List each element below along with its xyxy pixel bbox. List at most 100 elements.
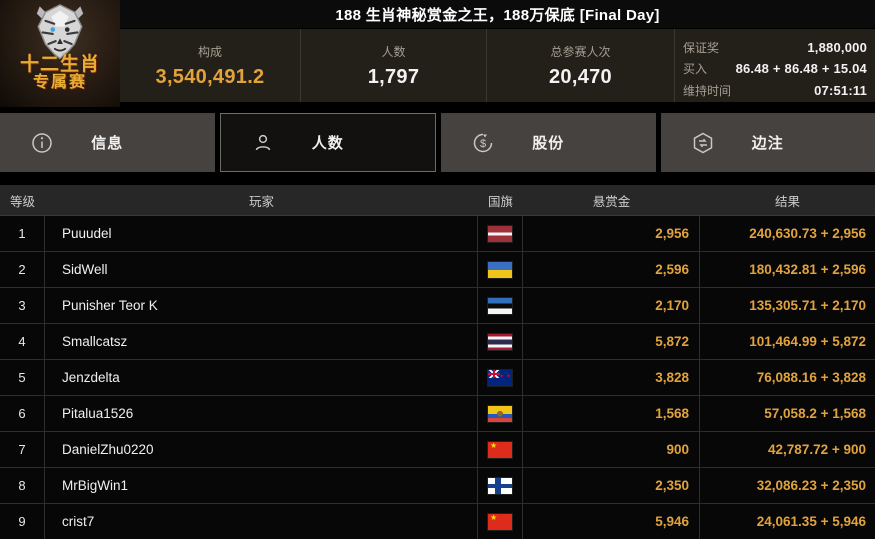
country-flag-icon [488,297,512,314]
players-icon [251,131,275,155]
tab-info[interactable]: 信息 [0,113,215,172]
stat-label: 人数 [381,44,406,59]
rank-cell: 6 [0,396,45,431]
result-value: 101,464.99 + 5,872 [749,334,866,349]
table-row[interactable]: 7 DanielZhu0220 900 42,787.72 + 900 [0,432,875,468]
shares-icon: $ [471,131,495,155]
guarantee-label: 保证奖 [683,40,720,55]
guarantee-row: 保证奖 1,880,000 [683,38,867,58]
flag-cell [478,324,523,359]
flag-cell [478,504,523,539]
result-value: 180,432.81 + 2,596 [749,262,866,277]
flag-cell [478,216,523,251]
tournament-title: 188 生肖神秘赏金之王，188万保底 [Final Day] [335,6,660,24]
header-player: 玩家 [248,194,274,209]
rank-cell: 1 [0,216,45,251]
player-name: Pitalua1526 [45,396,478,431]
guarantee-value: 1,880,000 [807,39,867,55]
flag-cell [478,432,523,467]
title-band: 188 生肖神秘赏金之王，188万保底 [Final Day] [120,0,875,28]
bounty-value: 2,596 [523,252,700,287]
buyin-row: 买入 86.48 + 86.48 + 15.04 [683,59,867,79]
stat-value: 20,470 [549,65,612,88]
table-row[interactable]: 1 Puuudel 2,956 240,630.73 + 2,956 [0,216,875,252]
player-name: crist7 [45,504,478,539]
player-name: Punisher Teor K [45,288,478,323]
stat-value: 1,797 [367,65,420,88]
tab-label: 信息 [91,135,124,152]
tab-shares[interactable]: $ 股份 [441,113,656,172]
table-header: 等级 玩家 国旗 悬赏金 结果 [0,185,875,216]
flag-cell [478,360,523,395]
table-body: 1 Puuudel 2,956 240,630.73 + 2,956 2 Sid… [0,216,875,539]
header-bounty: 悬赏金 [592,194,631,209]
logo-text-line1: 十二生肖 [19,54,100,75]
player-name: Jenzdelta [45,360,478,395]
country-flag-icon [488,513,512,530]
bounty-value: 1,568 [523,396,700,431]
stat-label: 构成 [197,44,222,59]
logo-text-line2: 专属赛 [32,74,87,91]
country-flag-icon [488,477,512,494]
table-row[interactable]: 4 Smallcatsz 5,872 101,464.99 + 5,872 [0,324,875,360]
header-result: 结果 [774,194,800,209]
leaderboard-table: 等级 玩家 国旗 悬赏金 结果 1 Puuudel 2,956 240,630.… [0,185,875,539]
table-row[interactable]: 5 Jenzdelta 3,828 76,088.16 + 3,828 [0,360,875,396]
rank-cell: 8 [0,468,45,503]
country-flag-icon [488,369,512,386]
flag-cell [478,288,523,323]
result-value: 240,630.73 + 2,956 [749,226,866,241]
stat-label: 总参赛人次 [550,44,611,59]
side-stats-panel: 保证奖 1,880,000 买入 86.48 + 86.48 + 15.04 维… [675,29,875,102]
buyin-label: 买入 [683,62,708,76]
bounty-value: 2,956 [523,216,700,251]
table-row[interactable]: 3 Punisher Teor K 2,170 135,305.71 + 2,1… [0,288,875,324]
rank-cell: 9 [0,504,45,539]
tab-label: 人数 [311,135,344,152]
result-value: 42,787.72 + 900 [768,442,866,457]
table-row[interactable]: 2 SidWell 2,596 180,432.81 + 2,596 [0,252,875,288]
tiger-icon [36,4,84,60]
result-value: 76,088.16 + 3,828 [756,370,866,385]
country-flag-icon [488,405,512,422]
table-row[interactable]: 9 crist7 5,946 24,061.35 + 5,946 [0,504,875,539]
rank-cell: 3 [0,288,45,323]
duration-row: 维持时间 07:51:11 [683,81,867,101]
result-value: 135,305.71 + 2,170 [749,298,866,313]
result-value: 24,061.35 + 5,946 [756,514,866,529]
duration-value: 07:51:11 [814,82,867,98]
table-row[interactable]: 8 MrBigWin1 2,350 32,086.23 + 2,350 [0,468,875,504]
side-bet-icon [691,131,715,155]
result-value: 32,086.23 + 2,350 [756,478,866,493]
bounty-value: 2,170 [523,288,700,323]
rank-cell: 5 [0,360,45,395]
tab-players[interactable]: 人数 [219,113,436,172]
tab-label: 股份 [532,135,565,152]
flag-cell [478,396,523,431]
tournament-logo: 十二生肖 专属赛 [0,0,120,107]
svg-text:$: $ [480,138,486,150]
flag-cell [478,252,523,287]
flag-cell [478,468,523,503]
tab-bar: 信息 人数 $ 股份 [0,113,875,172]
bounty-value: 2,350 [523,468,700,503]
rank-cell: 7 [0,432,45,467]
player-name: Puuudel [45,216,478,251]
header-rank: 等级 [9,194,35,209]
header-right: 188 生肖神秘赏金之王，188万保底 [Final Day] 构成 3,540… [120,0,875,107]
player-name: DanielZhu0220 [45,432,478,467]
header: 十二生肖 专属赛 188 生肖神秘赏金之王，188万保底 [Final Day]… [0,0,875,107]
table-row[interactable]: 6 Pitalua1526 1,568 57,058.2 + 1,568 [0,396,875,432]
rank-cell: 2 [0,252,45,287]
stat-total-entries: 总参赛人次 20,470 [487,29,675,102]
bounty-value: 5,946 [523,504,700,539]
player-name: Smallcatsz [45,324,478,359]
country-flag-icon [488,261,512,278]
info-icon [30,131,54,155]
buyin-value: 86.48 + 86.48 + 15.04 [735,61,867,76]
country-flag-icon [488,225,512,242]
stat-players: 人数 1,797 [301,29,487,102]
tab-label: 边注 [751,135,784,152]
tab-side-bet[interactable]: 边注 [660,113,875,172]
